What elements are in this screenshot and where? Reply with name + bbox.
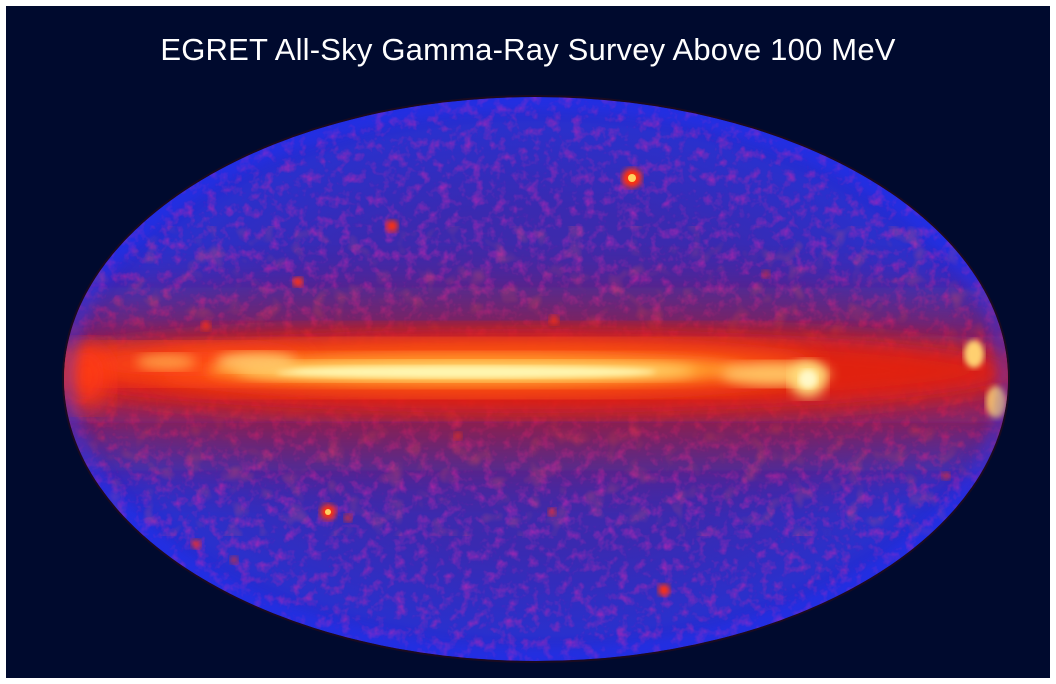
survey-panel: EGRET All-Sky Gamma-Ray Survey Above 100… (6, 6, 1050, 678)
point-sources (191, 168, 950, 596)
sky-map-content (64, 97, 1008, 661)
galactic-plane (64, 268, 1008, 490)
sky-map (62, 95, 1010, 663)
image-title: EGRET All-Sky Gamma-Ray Survey Above 100… (160, 32, 896, 67)
